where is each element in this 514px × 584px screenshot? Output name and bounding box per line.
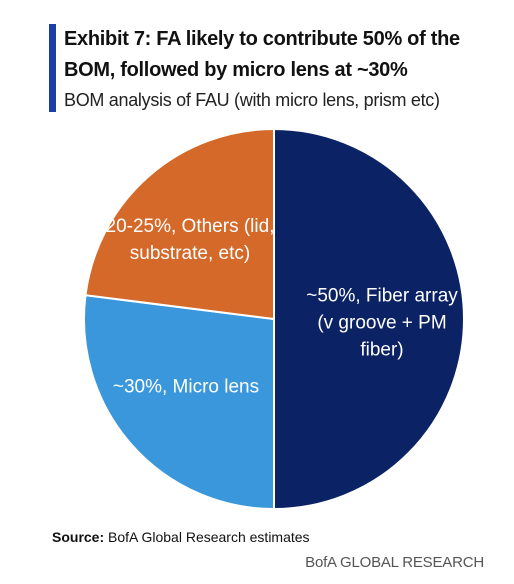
chart-subtitle: BOM analysis of FAU (with micro lens, pr… [64, 90, 440, 110]
pie-slice [84, 127, 275, 321]
pie-slice [273, 127, 465, 511]
pie-slice [83, 294, 275, 511]
footer: BofA GLOBAL RESEARCH [305, 554, 484, 571]
slice-label: 20-25%, Others (lid, substrate, etc) [105, 216, 275, 264]
source-text: BofA Global Research estimates [108, 529, 310, 545]
title-accent [49, 24, 56, 112]
source: Source: BofA Global Research estimates [52, 529, 310, 545]
source-label: Source: [52, 529, 105, 545]
slice-label: ~30%, Micro lens [112, 376, 260, 398]
slice-label: ~50%, Fiber array (v groove + PM fiber) [306, 285, 458, 361]
chart-title: Exhibit 7: FA likely to contribute 50% o… [64, 28, 460, 81]
